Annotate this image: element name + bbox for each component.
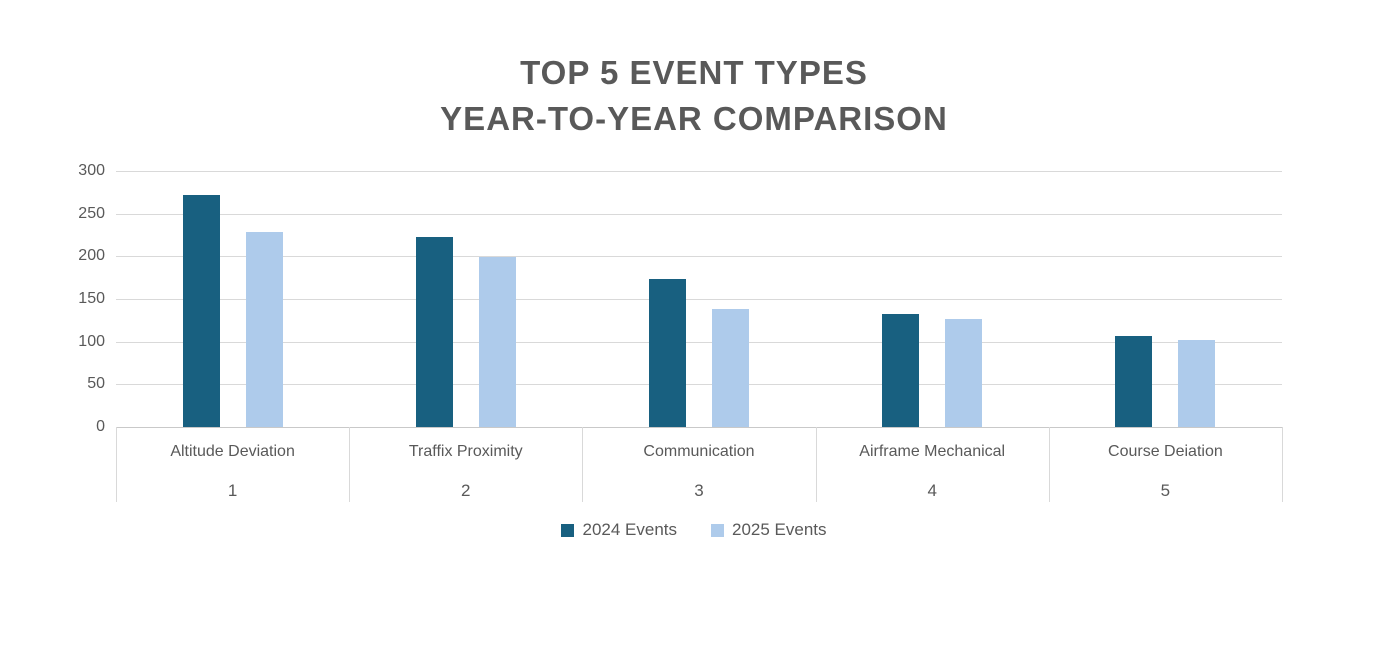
gridline-150 (116, 299, 1282, 300)
y-axis-tick-label-100: 100 (78, 332, 105, 350)
legend-swatch-2025-events (711, 523, 724, 537)
y-axis-tick-label-0: 0 (96, 418, 105, 435)
category-label-traffix-proximity: Traffix Proximity (408, 443, 523, 460)
category-index-4: 4 (927, 481, 937, 500)
gridline-250 (116, 213, 1282, 215)
category-band-divider-2 (582, 427, 584, 502)
category-label-altitude-deviation: Altitude Deviation (170, 443, 295, 460)
bar-2024-events-course-deiation (1115, 335, 1153, 427)
bar-2025-events-communication (712, 309, 749, 427)
category-band-divider-5 (1282, 427, 1283, 502)
y-axis-tick-label-250: 250 (78, 204, 105, 222)
bar-2024-events-airframe-mechanical (882, 314, 920, 427)
category-index-1: 1 (227, 481, 238, 500)
y-axis-tick-label-200: 200 (78, 247, 105, 265)
gridline-300 (116, 171, 1282, 172)
category-band-divider-1 (349, 427, 351, 502)
y-axis-tick-label-50: 50 (87, 375, 105, 393)
gridline-50 (116, 384, 1282, 386)
y-axis-tick-label-150: 150 (78, 290, 105, 307)
chart-title-line-2: YEAR-TO-YEAR COMPARISON (440, 100, 948, 137)
bar-2025-events-airframe-mechanical (945, 318, 983, 427)
bar-2025-events-altitude-deviation (245, 232, 283, 427)
category-index-2: 2 (461, 481, 471, 500)
gridline-0 (116, 427, 1282, 428)
bar-2024-events-altitude-deviation (182, 194, 220, 427)
category-label-course-deiation: Course Deiation (1108, 443, 1223, 460)
bar-2024-events-communication (649, 279, 686, 427)
y-axis-tick-label-300: 300 (78, 162, 105, 179)
category-band-divider-3 (815, 427, 817, 502)
legend-item-2025-events: 2025 Events (711, 521, 827, 539)
bar-2025-events-course-deiation (1178, 339, 1216, 427)
bar-2025-events-traffix-proximity (478, 257, 516, 427)
category-index-5: 5 (1160, 481, 1171, 500)
bar-2024-events-traffix-proximity (415, 236, 453, 427)
category-label-airframe-mechanical: Airframe Mechanical (859, 443, 1006, 460)
gridline-200 (116, 256, 1282, 258)
category-label-communication: Communication (643, 443, 755, 460)
category-band-divider-0 (116, 427, 117, 502)
legend-label-2025-events: 2025 Events (732, 520, 827, 539)
legend: 2024 Events 2025 Events (0, 521, 1388, 539)
category-band-divider-4 (1048, 427, 1050, 502)
legend-item-2024-events: 2024 Events (561, 521, 677, 539)
gridline-100 (116, 341, 1282, 343)
chart-title-line-1: TOP 5 EVENT TYPES (520, 54, 868, 91)
legend-label-2024-events: 2024 Events (582, 520, 677, 539)
legend-swatch-2024-events (561, 523, 575, 537)
category-index-3: 3 (694, 481, 704, 500)
chart-title: TOP 5 EVENT TYPES YEAR-TO-YEAR COMPARISO… (0, 50, 1388, 142)
